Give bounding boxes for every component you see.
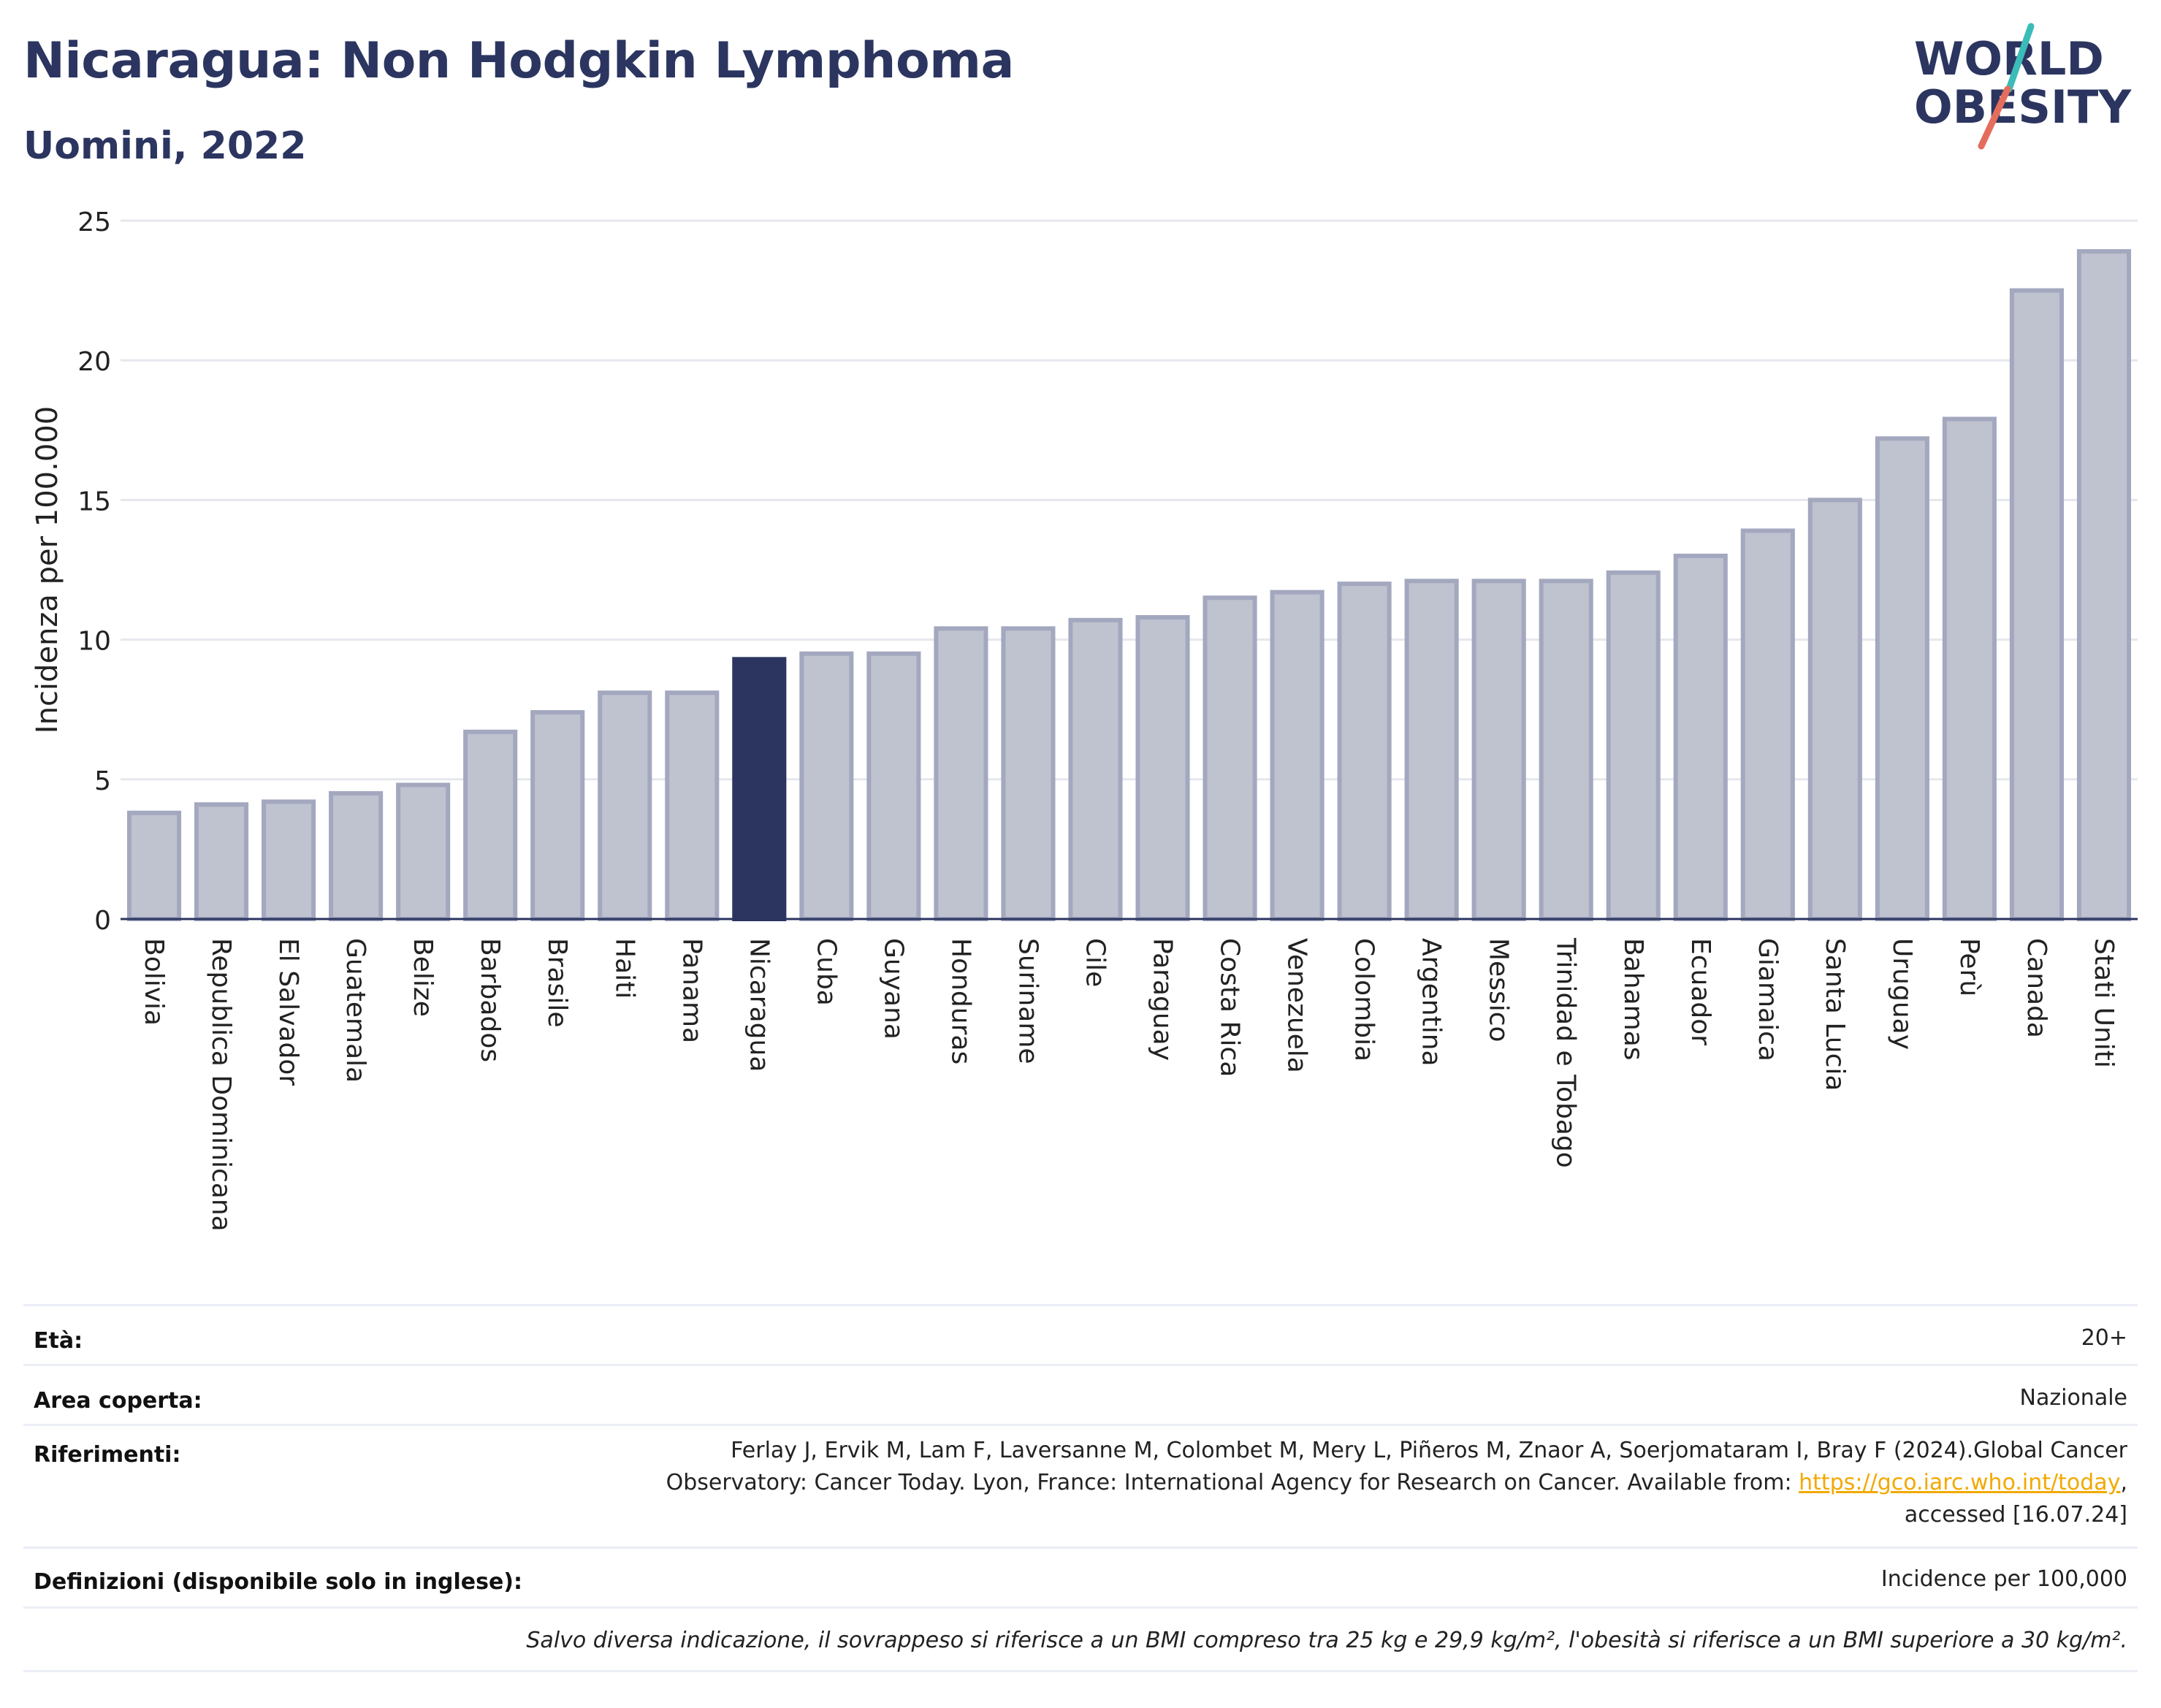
x-tick-label: Bahamas: [1618, 938, 1648, 1061]
x-tick-label: Giamaica: [1753, 938, 1783, 1061]
x-tick-label: El Salvador: [273, 938, 303, 1086]
bar: [1673, 553, 1728, 921]
references-line-2-text: Observatory: Cancer Today. Lyon, France:…: [666, 1470, 1799, 1495]
bar-chart: 0 5 10 15 20 25 Incidenza per 100.000 Bolivia Re…: [31, 207, 2138, 1232]
world-obesity-logo: WORLD OBESITY: [1914, 23, 2132, 150]
x-tick-label: Costa Rica: [1215, 938, 1245, 1077]
bar: [665, 690, 720, 921]
x-tick-label: Messico: [1484, 938, 1514, 1042]
x-tick-label: Barbados: [475, 938, 505, 1062]
bar: [799, 651, 854, 921]
bar: [598, 690, 652, 921]
logo-slash-teal: [2005, 23, 2035, 93]
bar: [1942, 416, 1997, 921]
x-tick-label: Colombia: [1349, 938, 1379, 1061]
y-tick-label: 10: [77, 627, 111, 657]
x-tick-label: Ecuador: [1685, 938, 1715, 1045]
x-tick-label: Cuba: [811, 938, 841, 1006]
references-link[interactable]: https://gco.iarc.who.int/today: [1799, 1470, 2121, 1495]
x-tick-label: Honduras: [945, 938, 975, 1064]
bar: [1807, 497, 1862, 921]
bar: [1740, 528, 1795, 921]
info-row-note: Salvo diversa indicazione, il sovrappeso…: [23, 1606, 2138, 1672]
chart-subtitle: Uomini, 2022: [23, 124, 307, 168]
x-tick-label: Uruguay: [1887, 938, 1917, 1050]
y-axis-title: Incidenza per 100.000: [31, 406, 64, 733]
x-tick-label: Belize: [408, 938, 438, 1017]
info-row-age: Età: 20+: [23, 1304, 2138, 1366]
area-value: Nazionale: [2019, 1385, 2127, 1411]
y-tick-label: 25: [77, 207, 111, 237]
bar: [1471, 579, 1526, 922]
bmi-note: Salvo diversa indicazione, il sovrappeso…: [526, 1628, 2127, 1653]
logo-word-world: WORLD: [1914, 32, 2104, 85]
age-value: 20+: [2081, 1325, 2127, 1351]
references-line-2: Observatory: Cancer Today. Lyon, France:…: [666, 1470, 2127, 1495]
bar: [1539, 579, 1593, 922]
bar: [934, 626, 988, 922]
definitions-value: Incidence per 100,000: [1880, 1566, 2127, 1592]
bar: [1203, 595, 1257, 921]
bar: [1337, 582, 1392, 921]
bar: [1606, 570, 1661, 921]
x-tick-label: Trinidad e Tobago: [1551, 937, 1581, 1168]
bar: [2009, 288, 2065, 922]
logo-slash-coral: [1978, 85, 2011, 150]
x-tick-label: Republica Dominicana: [206, 938, 236, 1232]
x-tick-label: Stati Uniti: [2089, 938, 2119, 1068]
x-tick-label: Paraguay: [1148, 938, 1178, 1061]
bar: [1068, 617, 1123, 921]
x-tick-label: Nicaragua: [744, 938, 774, 1072]
x-tick-label: Argentina: [1417, 938, 1447, 1067]
x-tick-label: Panama: [676, 938, 706, 1043]
x-tick-label: Guatemala: [340, 938, 370, 1083]
info-row-area: Area coperta: Nazionale: [23, 1364, 2138, 1426]
bar: [2076, 249, 2132, 921]
bar: [1270, 590, 1325, 921]
logo-word-obesity: OBESITY: [1914, 80, 2132, 134]
info-row-definitions: Definizioni (disponibile solo in inglese…: [23, 1547, 2138, 1609]
bar: [1135, 615, 1190, 921]
bar: [329, 790, 384, 922]
bar: [1001, 626, 1056, 922]
area-label: Area coperta:: [34, 1388, 202, 1414]
references-label: Riferimenti:: [34, 1442, 181, 1468]
x-tick-label: Bolivia: [139, 938, 169, 1026]
x-tick-label: Venezuela: [1282, 938, 1312, 1073]
info-row-references: Riferimenti: Ferlay J, Ervik M, Lam F, L…: [23, 1424, 2138, 1549]
y-tick-label: 0: [94, 906, 111, 936]
y-tick-label: 5: [94, 766, 111, 796]
references-line-1: Ferlay J, Ervik M, Lam F, Laversanne M, …: [731, 1438, 2127, 1463]
x-tick-label: Suriname: [1013, 938, 1043, 1064]
references-line-3: accessed [16.07.24]: [1904, 1502, 2127, 1528]
bar: [463, 729, 518, 921]
bar: [1875, 436, 1929, 921]
x-tick-label: Perù: [1954, 938, 1984, 996]
bar: [396, 782, 451, 921]
bar: [866, 651, 921, 921]
definitions-label: Definizioni (disponibile solo in inglese…: [34, 1569, 522, 1595]
bar: [1404, 579, 1459, 922]
bar: [126, 810, 182, 921]
x-tick-label: Brasile: [542, 938, 572, 1027]
y-tick-label: 15: [77, 487, 111, 516]
age-label: Età:: [34, 1328, 83, 1354]
bar: [732, 657, 787, 921]
references-value: Ferlay J, Ervik M, Lam F, Laversanne M, …: [520, 1435, 2127, 1531]
bar: [530, 710, 585, 921]
x-tick-label: Santa Lucia: [1820, 938, 1850, 1091]
x-tick-label: Haiti: [609, 938, 639, 999]
bar: [194, 802, 249, 921]
y-tick-label: 20: [77, 347, 111, 377]
x-tick-label: Canada: [2021, 938, 2051, 1038]
x-tick-label: Cile: [1080, 938, 1110, 987]
bar: [262, 799, 316, 921]
x-tick-label: Guyana: [878, 938, 908, 1040]
chart-title: Nicaragua: Non Hodgkin Lymphoma: [23, 32, 1014, 90]
